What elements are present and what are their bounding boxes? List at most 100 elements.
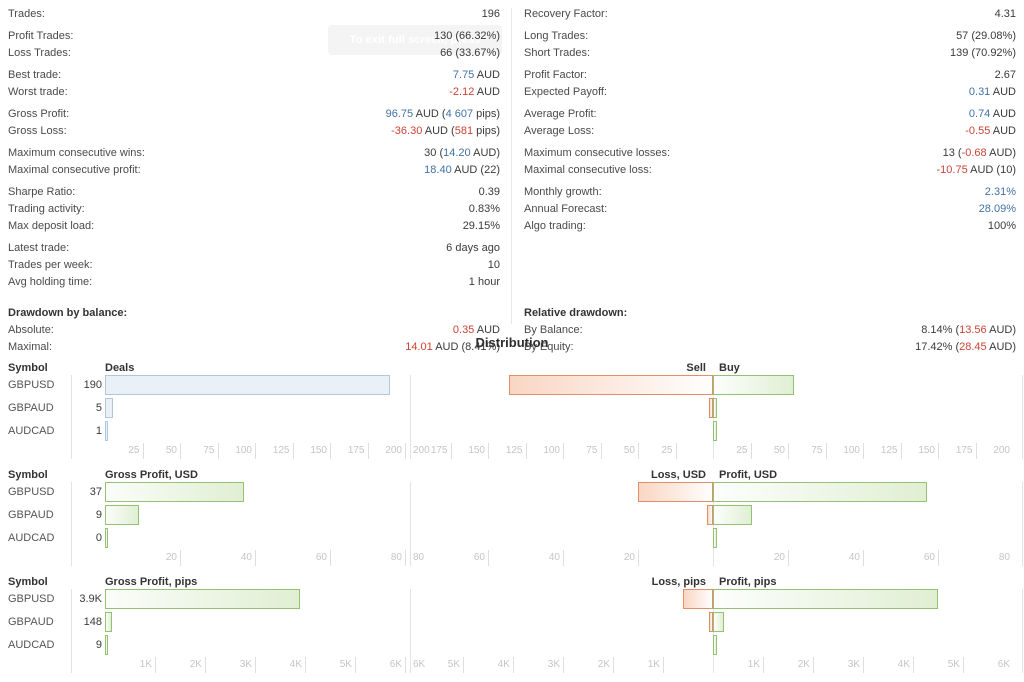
axis-tick [812, 657, 814, 673]
axis-tick-label: 60 [473, 552, 485, 563]
stat-label: Recovery Factor: [524, 8, 608, 20]
stat-label: Maximum consecutive wins: [8, 147, 145, 159]
stat-label: Trades: [8, 8, 45, 20]
left-chart-title: Gross Profit, USD [105, 469, 198, 481]
axis-tick [662, 657, 664, 673]
chart-symbol-label: AUDCAD [8, 639, 55, 651]
axis-tick [488, 550, 489, 566]
axis-tick-label: 175 [347, 445, 365, 456]
stat-value-segment: 196 [481, 8, 500, 20]
axis-tick [863, 443, 864, 459]
neg-side-title: Sell [686, 362, 706, 374]
stat-label: Maximal consecutive profit: [8, 164, 141, 176]
stat-value-segment: 0.83% [468, 203, 500, 215]
axis-tick-label: 100 [543, 445, 560, 456]
stat-label: Trading activity: [8, 203, 85, 215]
audcad-total-bar [105, 421, 108, 441]
stat-row: By Equity: 17.42% (28.45 AUD) [524, 339, 1016, 356]
stat-label: Short Trades: [524, 47, 591, 59]
axis-tick [512, 657, 514, 673]
stat-value-segment: -10.75 [936, 164, 968, 176]
axis-tick [142, 443, 144, 459]
stat-label: Maximum consecutive losses: [524, 147, 671, 159]
gbpaud-sell-bar [708, 398, 713, 418]
stat-label: Average Loss: [524, 125, 595, 137]
stats-spacer [524, 235, 1016, 291]
stat-value-segment: AUD) [986, 341, 1016, 353]
stat-value-segment: AUD [474, 69, 500, 81]
axis-tick-label: 1K [747, 659, 760, 670]
axis-tick-label: 2K [797, 659, 810, 670]
axis-tick-label: 25 [661, 445, 673, 456]
stat-row: Maximal consecutive profit: 18.40 AUD (22… [8, 162, 500, 179]
axis-tick [330, 550, 331, 566]
stat-value-segment: 14.01 [405, 341, 433, 353]
audcad-total-bar [105, 635, 108, 655]
stat-row: Latest trade: 6 days ago [8, 240, 500, 257]
stat-value: 139 (70.92%) [950, 45, 1016, 62]
stat-value-segment: AUD [474, 324, 500, 336]
stat-value-segment: 581 [454, 125, 474, 137]
stat-row: Recovery Factor: 4.31 [524, 6, 1016, 23]
axis-tick-label: 3K [847, 659, 860, 670]
stat-value: 0.35 AUD [453, 322, 500, 339]
stat-value-segment: -2.12 [449, 86, 475, 98]
stat-label: Monthly growth: [524, 186, 602, 198]
stat-row: Gross Profit: 96.75 AUD (4 607 pips) [8, 106, 500, 123]
gbpusd-profit-bar [713, 482, 927, 502]
chart-pair-divider [410, 375, 411, 459]
stat-value-segment: 28.09% [978, 203, 1016, 215]
axis-tick-label: 25 [736, 445, 748, 456]
stat-value-segment: 100% [987, 220, 1016, 232]
gbpusd-loss-bar [683, 589, 713, 609]
stat-row: Maximal: 14.01 AUD (8.41%) [8, 339, 500, 356]
symbol-column-header: Symbol [8, 576, 48, 588]
stat-value-segment: 13.56 [959, 324, 987, 336]
stat-label: Relative drawdown: [524, 307, 628, 319]
stat-value: 100% [988, 218, 1016, 235]
audcad-total-bar [105, 528, 108, 548]
axis-tick [900, 443, 902, 459]
stat-value-segment: -36.30 [391, 125, 423, 137]
chart-right-border [1022, 589, 1023, 673]
axis-tick [292, 443, 294, 459]
stat-row: Maximum consecutive losses: 13 (-0.68 AUD… [524, 145, 1016, 162]
stat-row: Absolute: 0.35 AUD [8, 322, 500, 339]
stat-value: 18.40 AUD (22) [424, 162, 500, 179]
axis-tick-label: 20 [773, 552, 785, 563]
stat-value: 7.75 AUD [453, 67, 500, 84]
pos-side-title: Buy [719, 362, 740, 374]
axis-tick [788, 550, 789, 566]
stat-value: 14.01 AUD (8.41%) [405, 339, 500, 356]
stat-row: Trades per week: 10 [8, 257, 500, 274]
axis-tick-label: 20 [623, 552, 635, 563]
axis-tick [305, 657, 306, 673]
stat-row: Avg holding time: 1 hour [8, 274, 500, 291]
axis-tick-label: 20 [165, 552, 177, 563]
axis-tick [763, 657, 764, 673]
audcad-buy-bar [713, 421, 717, 441]
stat-row: Long Trades: 57 (29.08%) [524, 28, 1016, 45]
stat-value: 196 [482, 6, 500, 23]
axis-tick-label: 80 [390, 552, 402, 563]
axis-tick [488, 443, 489, 459]
stat-value: 57 (29.08%) [956, 28, 1016, 45]
axis-tick [450, 443, 452, 459]
axis-tick-label: 60 [315, 552, 327, 563]
stat-value: 96.75 AUD (4 607 pips) [386, 106, 500, 123]
gbpusd-loss-bar [638, 482, 713, 502]
stats-column-left: Trades: 196 Profit Trades: 130 (66.32%) Loss… [8, 6, 500, 356]
axis-tick [825, 443, 827, 459]
stat-label: Trades per week: [8, 259, 93, 271]
axis-tick [962, 657, 964, 673]
chart-symbol-label: AUDCAD [8, 425, 55, 437]
axis-tick-label: 200 [993, 445, 1010, 456]
symbol-column-header: Symbol [8, 469, 48, 481]
stat-row: Trades: 196 [8, 6, 500, 23]
gbpusd-total-bar [105, 375, 390, 395]
axis-tick-label: 50 [773, 445, 785, 456]
stat-value-segment: AUD [990, 108, 1016, 120]
distribution-chart-2: Symbol Gross Profit, USD Loss, USD Profit, … [0, 469, 1024, 567]
axis-tick-label: 6K [413, 659, 426, 670]
distribution-title: Distribution [475, 335, 549, 350]
